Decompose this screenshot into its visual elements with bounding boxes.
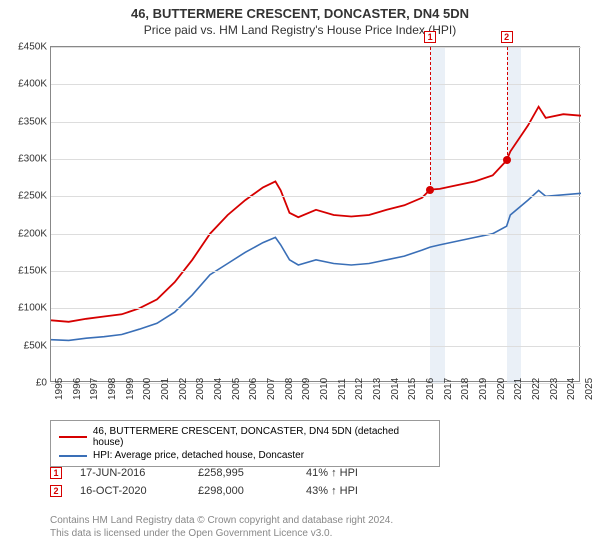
gridline [51, 196, 581, 197]
series-line-property [51, 107, 581, 322]
x-axis-label: 2006 [248, 378, 259, 400]
x-axis-label: 2014 [390, 378, 401, 400]
x-axis-label: 2004 [213, 378, 224, 400]
x-axis-label: 2003 [195, 378, 206, 400]
x-axis-label: 2022 [531, 378, 542, 400]
transaction-point [426, 186, 434, 194]
chart-area: £0£50K£100K£150K£200K£250K£300K£350K£400… [50, 46, 580, 382]
x-axis-label: 2019 [478, 378, 489, 400]
gridline [51, 234, 581, 235]
legend-label: 46, BUTTERMERE CRESCENT, DONCASTER, DN4 … [93, 426, 431, 448]
x-axis-label: 2001 [160, 378, 171, 400]
x-axis-label: 1998 [107, 378, 118, 400]
x-axis-label: 2012 [354, 378, 365, 400]
x-axis-label: 2018 [460, 378, 471, 400]
x-axis-label: 2016 [425, 378, 436, 400]
x-axis-label: 1995 [54, 378, 65, 400]
transaction-marker: 2 [50, 485, 62, 497]
line-svg [51, 47, 581, 383]
x-axis-label: 2011 [337, 378, 348, 400]
y-axis-label: £400K [3, 79, 47, 90]
transactions-table: 1 17-JUN-2016 £258,995 41% ↑ HPI 2 16-OCT-202… [50, 464, 396, 500]
transaction-row: 2 16-OCT-2020 £298,000 43% ↑ HPI [50, 482, 396, 500]
gridline [51, 47, 581, 48]
transaction-pct: 43% ↑ HPI [306, 485, 396, 497]
x-axis-label: 2025 [584, 378, 595, 400]
y-axis-label: £250K [3, 191, 47, 202]
x-axis-label: 2005 [231, 378, 242, 400]
legend-item: HPI: Average price, detached house, Donc… [59, 449, 431, 462]
marker-label: 2 [501, 31, 513, 43]
gridline [51, 122, 581, 123]
transaction-date: 17-JUN-2016 [80, 467, 180, 479]
x-axis-label: 2015 [407, 378, 418, 400]
y-axis-label: £350K [3, 116, 47, 127]
x-axis-label: 2017 [443, 378, 454, 400]
y-axis-label: £450K [3, 42, 47, 53]
legend-swatch [59, 455, 87, 457]
series-line-hpi [51, 190, 581, 340]
legend-swatch [59, 436, 87, 438]
y-axis-label: £300K [3, 154, 47, 165]
x-axis-label: 1996 [72, 378, 83, 400]
y-axis-label: £50K [3, 340, 47, 351]
x-axis-label: 2007 [266, 378, 277, 400]
gridline [51, 308, 581, 309]
x-axis-label: 2008 [284, 378, 295, 400]
x-axis-label: 2020 [496, 378, 507, 400]
gridline [51, 271, 581, 272]
transaction-marker: 1 [50, 467, 62, 479]
x-axis-label: 2023 [549, 378, 560, 400]
x-axis-label: 2000 [142, 378, 153, 400]
x-axis-label: 2013 [372, 378, 383, 400]
marker-label: 1 [424, 31, 436, 43]
y-axis-label: £0 [3, 378, 47, 389]
transaction-price: £258,995 [198, 467, 288, 479]
y-axis-label: £150K [3, 266, 47, 277]
x-axis-label: 2009 [301, 378, 312, 400]
transaction-pct: 41% ↑ HPI [306, 467, 396, 479]
x-axis-label: 1999 [125, 378, 136, 400]
legend: 46, BUTTERMERE CRESCENT, DONCASTER, DN4 … [50, 420, 440, 467]
transaction-price: £298,000 [198, 485, 288, 497]
chart-container: 46, BUTTERMERE CRESCENT, DONCASTER, DN4 … [0, 0, 600, 560]
transaction-point [503, 156, 511, 164]
y-axis-label: £200K [3, 228, 47, 239]
gridline [51, 159, 581, 160]
x-axis-label: 2010 [319, 378, 330, 400]
legend-label: HPI: Average price, detached house, Donc… [93, 450, 304, 461]
gridline [51, 346, 581, 347]
footer-attribution: Contains HM Land Registry data © Crown c… [50, 514, 393, 540]
x-axis-label: 2002 [178, 378, 189, 400]
transaction-row: 1 17-JUN-2016 £258,995 41% ↑ HPI [50, 464, 396, 482]
x-axis-label: 2024 [566, 378, 577, 400]
x-axis-label: 2021 [513, 378, 524, 400]
plot-region: £0£50K£100K£150K£200K£250K£300K£350K£400… [50, 46, 580, 382]
footer-line2: This data is licensed under the Open Gov… [50, 527, 393, 540]
gridline [51, 84, 581, 85]
transaction-date: 16-OCT-2020 [80, 485, 180, 497]
y-axis-label: £100K [3, 303, 47, 314]
legend-item: 46, BUTTERMERE CRESCENT, DONCASTER, DN4 … [59, 425, 431, 449]
marker-line [507, 47, 508, 160]
marker-line [430, 47, 431, 190]
x-axis-label: 1997 [89, 378, 100, 400]
footer-line1: Contains HM Land Registry data © Crown c… [50, 514, 393, 527]
chart-title: 46, BUTTERMERE CRESCENT, DONCASTER, DN4 … [0, 0, 600, 21]
